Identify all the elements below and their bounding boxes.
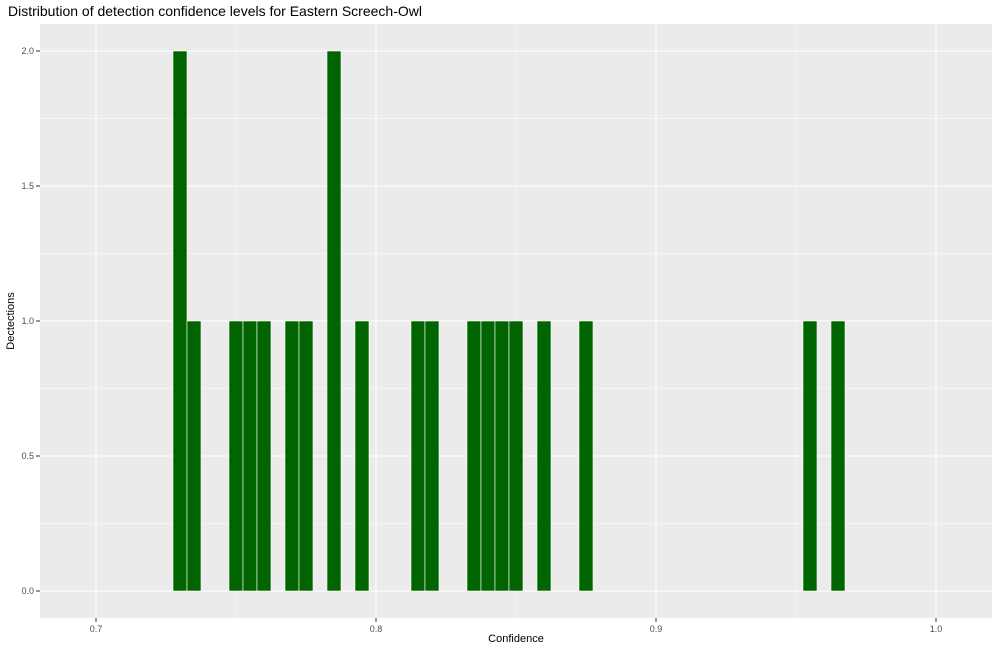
histogram-bar [494,320,510,592]
y-tick-label: 1.5 [21,181,34,191]
x-tick-label: 1.0 [930,624,943,634]
y-tick-label: 1.0 [21,316,34,326]
y-axis-label: Dectections [5,292,17,350]
y-tick-label: 2.0 [21,46,34,56]
histogram-bar [466,320,482,592]
histogram-bar [424,320,440,592]
histogram-bar [256,320,272,592]
histogram-bar [284,320,300,592]
chart-title: Distribution of detection confidence lev… [8,3,422,19]
histogram-bar [298,320,314,592]
histogram-bar [508,320,524,592]
histogram-bar [354,320,370,592]
y-tick-label: 0.5 [21,451,34,461]
histogram-bar [410,320,426,592]
histogram-bar [536,320,552,592]
y-tick-label: 0.0 [21,586,34,596]
x-tick-label: 0.8 [370,624,383,634]
x-tick-label: 0.9 [650,624,663,634]
histogram-bar [186,320,202,592]
x-tick-label: 0.7 [90,624,103,634]
x-axis-label: Confidence [488,633,544,645]
histogram-bar [242,320,258,592]
histogram-bar [480,320,496,592]
histogram-bar [228,320,244,592]
histogram-bar [172,50,188,592]
histogram-bar [830,320,846,592]
histogram-bar [802,320,818,592]
histogram-bar [578,320,594,592]
histogram-bar [326,50,342,592]
